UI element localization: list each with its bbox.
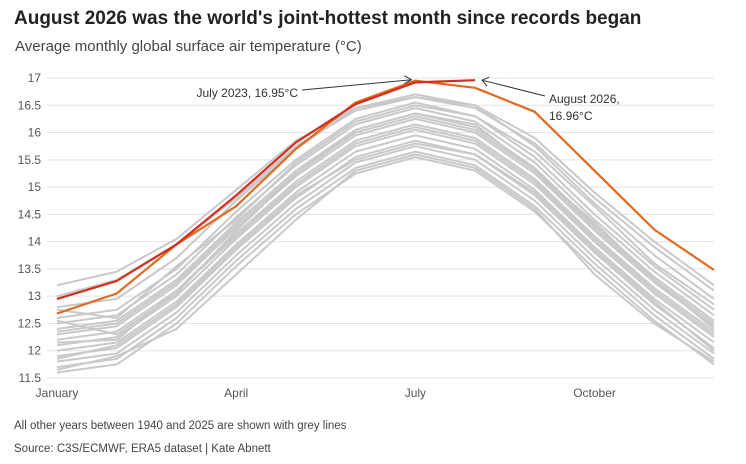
grey-year-line (56, 142, 715, 360)
grey-year-line (56, 134, 715, 352)
y-tick-label: 12.5 (18, 316, 42, 330)
grey-year-line (56, 112, 715, 336)
y-tick-label: 17 (28, 71, 42, 85)
grey-year-line (56, 107, 715, 325)
grey-year-line (56, 128, 715, 347)
annotation-arrow-august-2026 (481, 79, 546, 97)
chart-subtitle: Average monthly global surface air tempe… (15, 38, 362, 55)
grey-year-line (56, 153, 715, 371)
chart-title: August 2026 was the world's joint-hottes… (14, 8, 642, 29)
grey-year-line (56, 123, 715, 341)
annotation-july-2023: July 2023, 16.95°C (196, 86, 298, 100)
y-tick-label: 12 (28, 344, 42, 358)
y-tick-label: 13.5 (18, 262, 42, 276)
y-tick-label: 13 (28, 289, 42, 303)
annotation-arrowhead-august-2026 (481, 76, 490, 87)
y-tick-label: 16.5 (18, 98, 42, 112)
grey-year-line (56, 104, 715, 319)
grey-year-line (56, 150, 715, 369)
grey-series-group (56, 93, 715, 374)
y-tick-label: 14 (28, 235, 42, 249)
footnote: All other years between 1940 and 2025 ar… (14, 420, 347, 432)
highlight-series-group (56, 79, 715, 315)
grey-year-line (56, 145, 715, 363)
year-2023-line (56, 79, 715, 315)
grey-year-line (56, 115, 715, 333)
annotation-arrowhead-july-2023 (404, 75, 413, 85)
x-tick-label: October (573, 386, 616, 400)
year-2026-line (56, 79, 476, 300)
y-tick-label: 11.5 (19, 371, 42, 385)
grey-year-line (56, 93, 715, 287)
grey-year-line (56, 139, 715, 358)
grey-year-line (56, 96, 715, 309)
annotation-august-2026-line1: August 2026, (549, 92, 620, 106)
grey-year-line (56, 156, 715, 374)
y-tick-label: 14.5 (18, 207, 42, 221)
y-tick-label: 15.5 (18, 153, 42, 167)
annotations: July 2023, 16.95°C August 2026, 16.96°C (196, 75, 620, 123)
y-tick-label: 15 (28, 180, 42, 194)
x-tick-label: January (36, 386, 79, 400)
source-line: Source: C3S/ECMWF, ERA5 dataset | Kate A… (14, 443, 271, 455)
y-tick-label: 16 (28, 126, 42, 140)
x-tick-label: July (405, 386, 426, 400)
annotation-arrow-july-2023 (301, 79, 412, 91)
grey-year-line (56, 126, 715, 344)
x-axis-ticks: January April July October (36, 386, 616, 400)
grey-year-line (56, 117, 715, 336)
x-tick-label: April (224, 386, 248, 400)
y-axis-ticks: 11.5 12 12.5 13 13.5 14 14.5 15 15.5 16 16.5 17 (18, 71, 42, 385)
annotation-august-2026-line2: 16.96°C (549, 109, 593, 123)
